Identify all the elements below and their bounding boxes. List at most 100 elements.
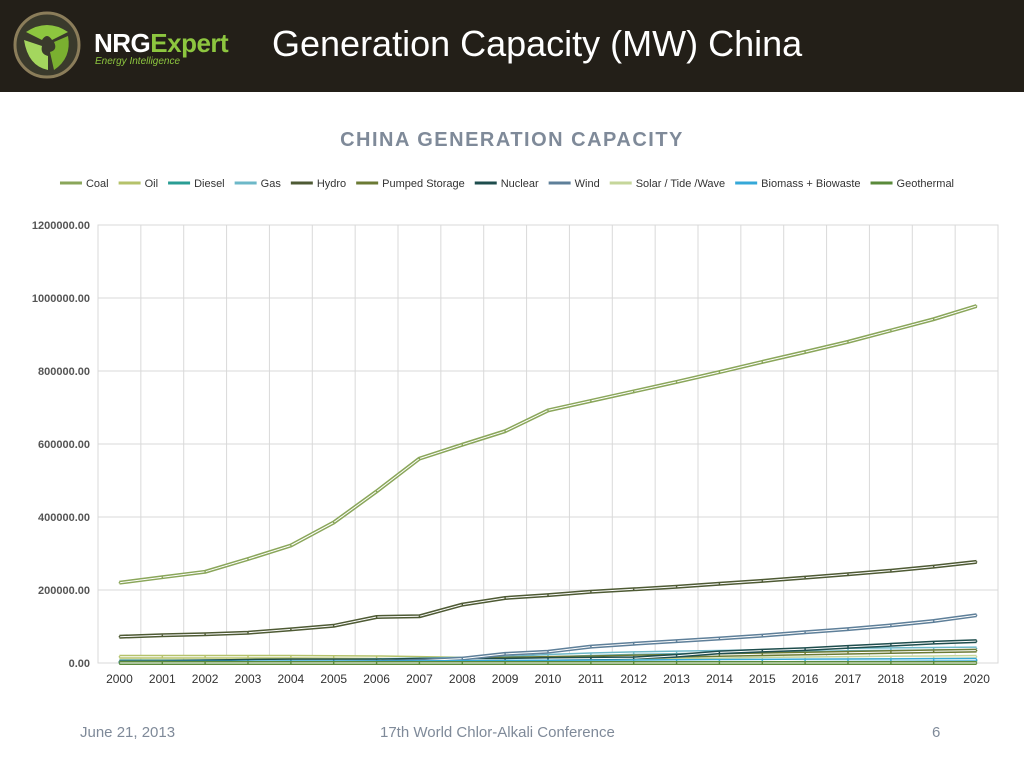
data-point — [332, 521, 335, 524]
legend-item: Geothermal — [870, 178, 954, 190]
data-point — [804, 351, 806, 353]
x-tick-label: 2018 — [878, 672, 905, 686]
slide-title: Generation Capacity (MW) China — [272, 23, 803, 64]
data-point — [847, 652, 849, 654]
data-point — [632, 390, 635, 393]
legend-item: Nuclear — [474, 178, 539, 190]
data-point — [161, 576, 164, 578]
data-point — [718, 651, 721, 654]
data-point — [204, 662, 206, 664]
data-point — [761, 634, 764, 637]
data-point — [675, 651, 678, 654]
data-point — [632, 662, 635, 664]
x-tick-label: 2019 — [920, 672, 947, 686]
legend-label: Coal — [86, 178, 109, 190]
data-point — [461, 603, 464, 606]
data-point — [718, 637, 721, 640]
data-point — [890, 624, 892, 627]
data-point — [718, 662, 721, 664]
data-point — [804, 648, 806, 650]
x-tick-label: 2006 — [363, 672, 390, 686]
chart-legend: Coal Oil Diesel Gas Hydro Pumped Storage Nucle… — [59, 178, 954, 190]
data-point — [804, 662, 806, 664]
y-tick-label: 600000.00 — [38, 439, 90, 451]
data-point — [890, 648, 892, 650]
data-point — [890, 656, 892, 659]
data-point — [718, 583, 721, 585]
y-tick-label: 1000000.00 — [32, 293, 90, 305]
x-tick-label: 2016 — [792, 672, 819, 686]
x-axis: 2000 2001 2002 2003 2004 2005 2006 2007 2008 2009… — [106, 672, 990, 686]
data-point — [890, 329, 892, 332]
data-point — [161, 656, 164, 658]
data-point — [547, 594, 549, 596]
data-point — [332, 662, 335, 664]
data-point — [847, 646, 849, 648]
data-point — [932, 318, 935, 320]
data-point — [804, 659, 806, 662]
data-point — [632, 657, 635, 660]
data-point — [932, 648, 935, 650]
legend-label: Diesel — [194, 178, 225, 190]
data-point — [718, 654, 721, 656]
data-point — [932, 659, 935, 661]
generation-capacity-chart: CHINA GENERATION CAPACITY Coal Oil Diesel G… — [32, 129, 999, 686]
brand-part2: Expert — [150, 28, 229, 58]
legend-item: Diesel — [168, 178, 225, 190]
data-point — [590, 653, 592, 655]
data-point — [847, 573, 849, 576]
data-point — [247, 662, 249, 664]
data-point — [204, 656, 206, 658]
data-point — [975, 614, 978, 616]
data-point — [418, 662, 421, 664]
data-point — [847, 662, 849, 664]
data-point — [632, 588, 635, 591]
data-point — [847, 659, 849, 662]
data-point — [675, 585, 678, 588]
data-point — [975, 662, 978, 664]
data-point — [590, 657, 592, 660]
x-tick-label: 2003 — [235, 672, 262, 686]
data-point — [975, 649, 978, 652]
data-point — [504, 430, 506, 433]
y-tick-label: 800000.00 — [38, 366, 90, 378]
data-point — [247, 656, 249, 658]
y-axis: 0.00 200000.00 400000.00 600000.00 800000.00… — [32, 220, 90, 670]
brand-tagline: Energy Intelligence — [95, 56, 181, 67]
data-point — [418, 457, 421, 460]
x-tick-label: 2005 — [320, 672, 347, 686]
x-tick-label: 2004 — [278, 672, 305, 686]
data-point — [675, 662, 678, 664]
series-coal — [118, 304, 978, 585]
data-point — [932, 662, 935, 664]
legend-item: Biomass + Biowaste — [735, 178, 861, 190]
y-tick-label: 1200000.00 — [32, 220, 90, 232]
data-point — [847, 628, 849, 630]
data-point — [590, 591, 592, 593]
legend-item: Solar / Tide /Wave — [609, 178, 725, 190]
data-point — [975, 656, 978, 658]
slide-header: NRGExpert Energy Intelligence Generation… — [0, 0, 1024, 92]
data-point — [632, 652, 635, 654]
x-tick-label: 2008 — [449, 672, 476, 686]
legend-label: Oil — [145, 178, 158, 190]
data-point — [890, 659, 892, 661]
data-point — [418, 615, 421, 618]
data-point — [290, 662, 292, 664]
series-geothermal — [118, 661, 978, 665]
legend-item: Pumped Storage — [356, 178, 465, 190]
data-point — [761, 361, 764, 363]
x-tick-label: 2013 — [663, 672, 690, 686]
chart-series — [118, 304, 978, 665]
data-point — [718, 371, 721, 373]
data-point — [632, 642, 635, 645]
data-point — [290, 656, 292, 658]
y-tick-label: 400000.00 — [38, 512, 90, 524]
legend-label: Biomass + Biowaste — [761, 178, 860, 190]
data-point — [975, 305, 978, 307]
x-tick-label: 2001 — [149, 672, 176, 686]
data-point — [290, 544, 292, 547]
nrgexpert-logo-icon — [13, 11, 81, 79]
data-point — [761, 662, 764, 664]
data-point — [332, 656, 335, 658]
